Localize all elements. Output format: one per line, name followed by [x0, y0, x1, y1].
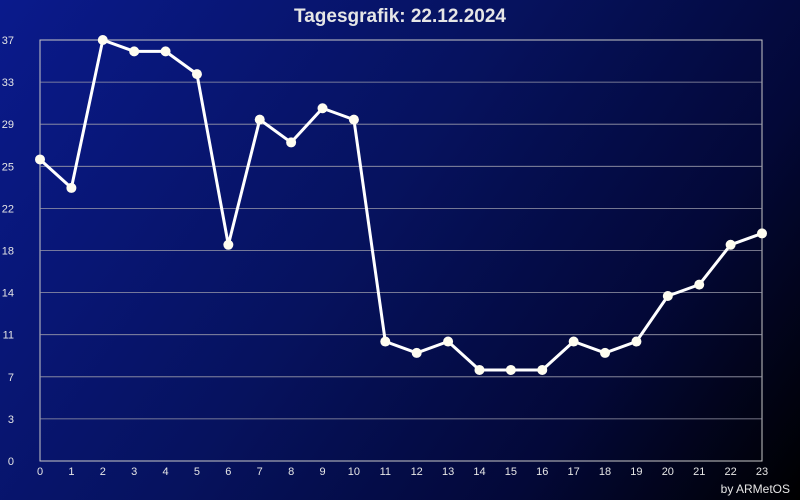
y-tick-label: 18	[2, 246, 14, 258]
data-point	[631, 336, 642, 347]
data-point	[568, 336, 579, 347]
data-point	[694, 279, 705, 290]
data-point	[725, 239, 736, 250]
y-tick-label: 37	[2, 35, 14, 47]
x-tick-label: 16	[536, 466, 548, 478]
data-point	[537, 364, 548, 375]
y-tick-label: 25	[2, 161, 14, 173]
data-point	[35, 154, 45, 165]
x-tick-label: 17	[568, 466, 580, 478]
grid-layer	[39, 39, 763, 462]
x-tick-label: 20	[662, 466, 674, 478]
data-point	[380, 336, 391, 347]
data-point	[443, 336, 454, 347]
y-tick-label: 0	[8, 456, 14, 468]
y-tick-label: 11	[3, 330, 14, 342]
series-line	[38, 38, 763, 372]
data-point	[411, 347, 422, 358]
x-tick-label: 8	[288, 466, 294, 478]
data-point	[348, 114, 359, 125]
x-tick-label: 9	[319, 466, 325, 478]
x-tick-label: 22	[724, 466, 736, 478]
x-tick-label: 21	[693, 466, 705, 478]
y-tick-label: 33	[2, 77, 14, 89]
y-tick-label: 22	[2, 203, 14, 215]
x-tick-label: 3	[131, 466, 137, 478]
x-tick-label: 23	[756, 466, 768, 478]
x-tick-label: 5	[194, 466, 200, 478]
credit-label: by ARMetOS	[720, 482, 790, 496]
data-point	[223, 239, 234, 250]
data-point	[600, 347, 611, 358]
data-point	[191, 69, 202, 80]
x-tick-label: 15	[505, 466, 517, 478]
x-tick-label: 11	[380, 466, 391, 478]
x-tick-label: 0	[37, 466, 43, 478]
y-tick-label: 7	[8, 372, 14, 384]
x-tick-label: 7	[257, 466, 263, 478]
data-point	[662, 291, 673, 302]
series-layer	[35, 35, 767, 375]
data-point	[129, 46, 140, 57]
data-point	[160, 46, 171, 57]
x-tick-label: 1	[68, 466, 74, 478]
data-point	[474, 364, 485, 375]
x-tick-label: 14	[473, 466, 485, 478]
x-tick-label: 6	[225, 466, 231, 478]
y-tick-label: 3	[8, 414, 14, 426]
y-tick-label: 29	[2, 119, 14, 131]
chart-title: Tagesgrafik: 22.12.2024	[294, 6, 506, 27]
x-tick-label: 12	[411, 466, 423, 478]
data-point	[97, 35, 108, 45]
x-tick-label: 2	[100, 466, 106, 478]
x-tick-label: 10	[348, 466, 360, 478]
data-point	[66, 182, 77, 193]
x-tick-label: 18	[599, 466, 611, 478]
data-point	[505, 364, 516, 375]
data-point	[317, 103, 328, 114]
x-tick-label: 4	[163, 466, 169, 478]
y-tick-label: 14	[2, 288, 14, 300]
x-tick-label: 19	[630, 466, 642, 478]
data-point	[254, 114, 265, 125]
x-tick-label: 13	[442, 466, 454, 478]
data-point	[757, 228, 767, 239]
data-point	[286, 137, 297, 148]
